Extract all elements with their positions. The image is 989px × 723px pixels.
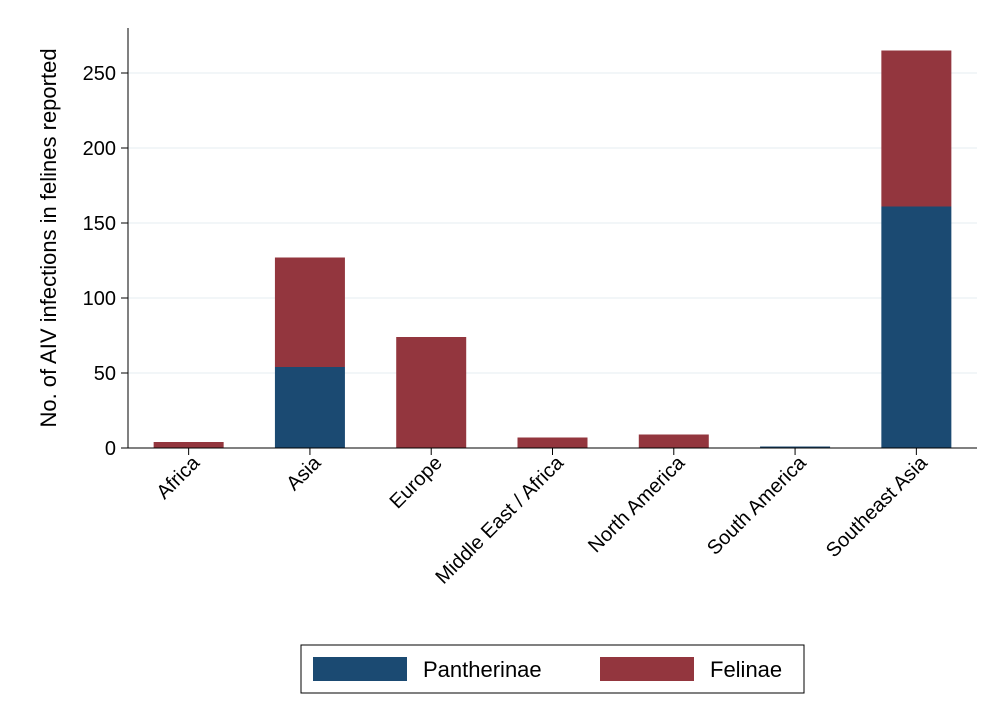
y-tick-label-50: 50	[94, 363, 116, 385]
y-tick-label-250: 250	[83, 63, 116, 85]
legend-swatch-felinae	[600, 657, 694, 681]
legend-swatch-pantherinae	[313, 657, 407, 681]
bar-pantherinae-southeast-asia	[881, 206, 952, 448]
y-axis-ticks: 0 50 100 150 200 250	[83, 63, 128, 460]
bar-pantherinae-south-america	[760, 446, 831, 448]
gridlines	[128, 72, 977, 374]
y-tick-label-100: 100	[83, 288, 116, 310]
bar-felinae-southeast-asia	[881, 50, 952, 207]
legend: Pantherinae Felinae	[300, 644, 805, 694]
legend-items: Pantherinae Felinae	[313, 657, 782, 682]
bars	[153, 50, 952, 448]
legend-label-pantherinae: Pantherinae	[423, 657, 542, 682]
bar-felinae-north-america	[638, 434, 709, 448]
bar-felinae-europe	[396, 337, 467, 448]
y-tick-label-0: 0	[105, 438, 116, 460]
y-tick-label-200: 200	[83, 138, 116, 160]
bar-felinae-asia	[274, 257, 345, 367]
legend-label-felinae: Felinae	[710, 657, 782, 682]
bar-felinae-middle-east-africa	[517, 437, 588, 448]
bar-pantherinae-asia	[274, 367, 345, 448]
bar-felinae-africa	[153, 442, 224, 448]
y-axis-label: No. of AIV infections in felines reporte…	[36, 48, 61, 427]
y-tick-label-150: 150	[83, 213, 116, 235]
